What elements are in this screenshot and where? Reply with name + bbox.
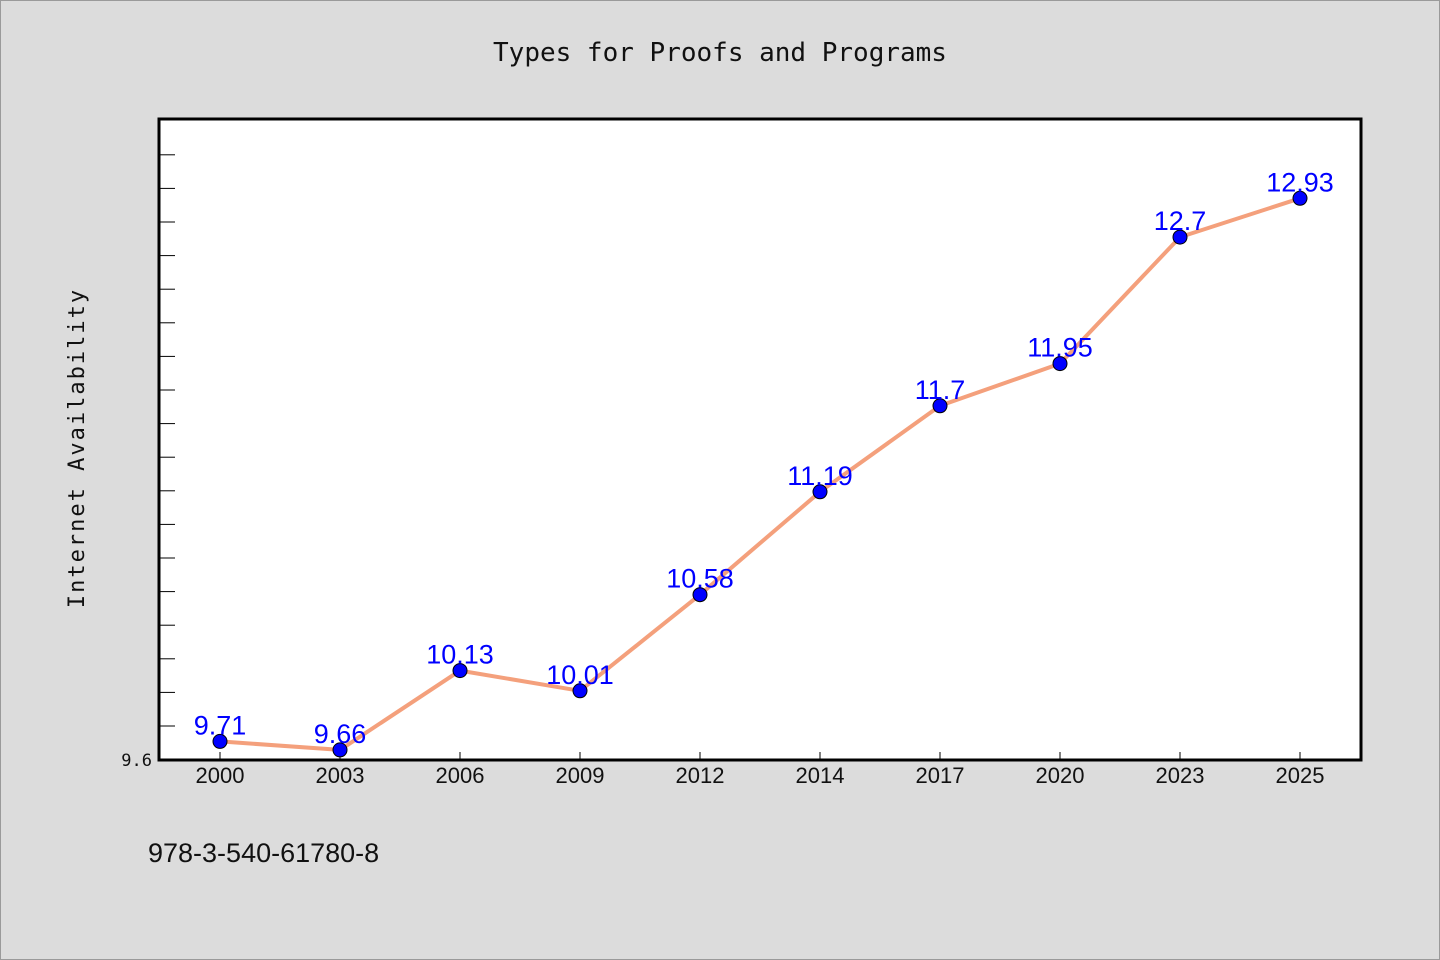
data-label: 10.01: [546, 660, 614, 690]
data-label: 9.66: [314, 719, 367, 749]
data-point: [1052, 356, 1068, 372]
data-point: [812, 484, 828, 500]
data-label: 11.7: [915, 375, 966, 405]
data-label: 12.7: [1154, 206, 1207, 236]
x-tick-label: 2020: [1036, 763, 1085, 788]
data-label: 10.58: [666, 564, 734, 594]
x-axis-tick-labels: 2000 2003 2006 2009 2012 2014 2017 2020 2023 2025: [196, 763, 1325, 788]
data-point: [212, 733, 228, 749]
x-axis-ticks: [219, 752, 1301, 760]
data-point: [452, 663, 468, 679]
x-tick-label: 2023: [1156, 763, 1205, 788]
data-label: 9.71: [194, 710, 247, 740]
y-tick-label: 9.6: [121, 751, 152, 771]
data-point: [692, 587, 708, 603]
isbn-footer: 978-3-540-61780-8: [148, 838, 379, 868]
series-data-labels: 9.71 9.66 10.13 10.01 10.58 11.19 11.7 11.95 12.…: [194, 167, 1334, 749]
x-tick-label: 2006: [436, 763, 485, 788]
y-axis-minor-ticks: [159, 154, 175, 727]
y-axis-label: Internet Availability: [65, 288, 90, 608]
x-tick-label: 2017: [916, 763, 965, 788]
x-tick-label: 2000: [196, 763, 245, 788]
data-point: [1172, 229, 1188, 245]
x-tick-label: 2014: [796, 763, 845, 788]
data-label: 11.19: [787, 461, 853, 491]
data-point: [1292, 190, 1308, 206]
data-label: 12.93: [1266, 167, 1334, 197]
data-label: 11.95: [1027, 333, 1093, 363]
data-point: [332, 742, 348, 758]
x-tick-label: 2012: [676, 763, 725, 788]
chart-title: Types for Proofs and Programs: [493, 38, 947, 68]
series-markers: [212, 190, 1308, 758]
x-tick-label: 2009: [556, 763, 605, 788]
data-label: 10.13: [426, 640, 494, 670]
plot-area: [157, 117, 1363, 762]
x-tick-label: 2025: [1276, 763, 1325, 788]
series-line: [219, 196, 1301, 752]
data-point: [932, 398, 948, 414]
data-point: [572, 683, 588, 699]
x-tick-label: 2003: [316, 763, 365, 788]
